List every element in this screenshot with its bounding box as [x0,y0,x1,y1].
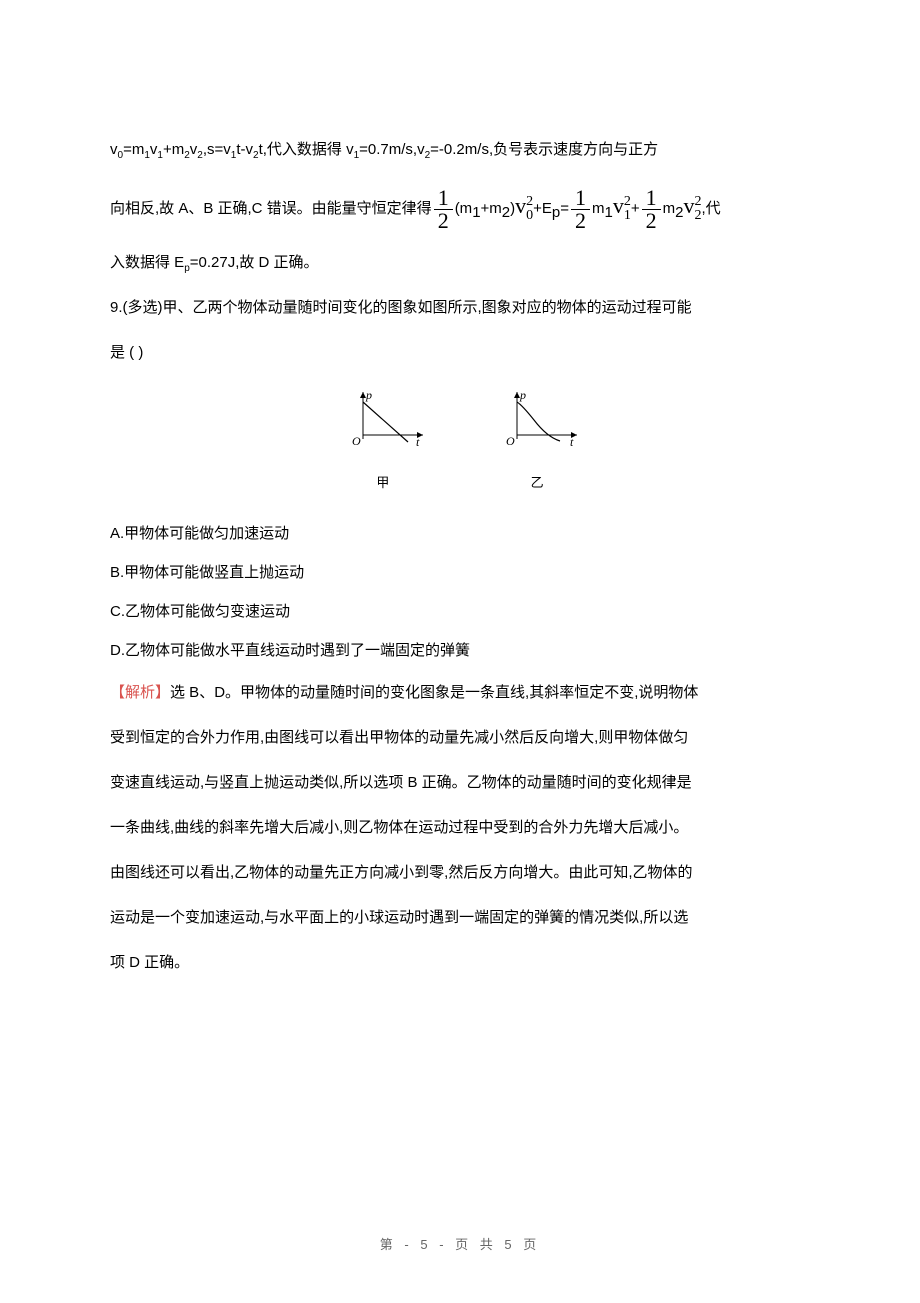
analysis-line: 变速直线运动,与竖直上抛运动类似,所以选项 B 正确。乙物体的动量随时间的变化规… [110,763,810,802]
numerator: 1 [571,187,590,210]
axis-label-p: p [365,388,372,402]
text: =m [123,141,144,158]
denominator: 2 [571,210,590,232]
subscript: 1 [624,209,631,223]
paragraph-formula: 向相反,故 A、B 正确,C 错误。由能量守恒定律得12(m1+m2)v20+E… [110,175,810,237]
numerator: 1 [642,187,661,210]
option-b: B.甲物体可能做竖直上抛运动 [110,556,810,589]
graph-yi: p t O 乙 [492,387,582,500]
axis-origin: O [506,434,515,447]
option-a: A.甲物体可能做匀加速运动 [110,517,810,550]
question-9-stem-2: 是 ( ) [110,333,810,372]
fraction: 12 [434,187,453,232]
text: 入数据得 E [110,254,184,271]
text: ,s=v [203,141,231,158]
momentum-graph-jia-svg: p t O [338,387,428,447]
paragraph-continuation-1: v0=m1v1+m2v2,s=v1t-v2t,代入数据得 v1=0.7m/s,v… [110,130,810,169]
numerator: 1 [434,187,453,210]
text: v [110,141,118,158]
axis-label-p: p [519,388,526,402]
text: m [663,200,676,217]
text: t-v [236,141,253,158]
text: ,代 [701,200,720,217]
variable: v [613,193,624,218]
text: +m [163,141,184,158]
text: (m [455,200,473,217]
analysis-line: 受到恒定的合外力作用,由图线可以看出甲物体的动量先减小然后反向增大,则甲物体做匀 [110,718,810,757]
text: +E [533,200,552,217]
question-9-stem-1: 9.(多选)甲、乙两个物体动量随时间变化的图象如图所示,图象对应的物体的运动过程… [110,288,810,327]
analysis-text: 选 B、D。甲物体的动量随时间的变化图象是一条直线,其斜率恒定不变,说明物体 [170,684,698,701]
subscript: p [552,204,560,221]
text: =0.27J,故 D 正确。 [190,254,319,271]
text: m [592,200,605,217]
text: = [560,200,569,217]
text: +m [481,200,502,217]
graph-jia: p t O 甲 [338,387,428,500]
page-footer: 第 - 5 - 页 共 5 页 [0,1234,920,1253]
axis-origin: O [352,434,361,447]
superscript: 2 [624,195,631,209]
fraction: 12 [571,187,590,232]
analysis-paragraph: 【解析】选 B、D。甲物体的动量随时间的变化图象是一条直线,其斜率恒定不变,说明… [110,673,810,712]
text: =0.7m/s,v [359,141,424,158]
paragraph-continuation-2: 入数据得 Ep=0.27J,故 D 正确。 [110,243,810,282]
option-c: C.乙物体可能做匀变速运动 [110,595,810,628]
subscript: 1 [605,204,613,221]
graph-label-jia: 甲 [338,466,428,500]
denominator: 2 [434,210,453,232]
analysis-line: 由图线还可以看出,乙物体的动量先正方向减小到零,然后反方向增大。由此可知,乙物体… [110,853,810,892]
variable: v [683,193,694,218]
graphs-container: p t O 甲 p t O 乙 [110,387,810,502]
analysis-line: 运动是一个变加速运动,与水平面上的小球运动时遇到一端固定的弹簧的情况类似,所以选 [110,898,810,937]
document-content: v0=m1v1+m2v2,s=v1t-v2t,代入数据得 v1=0.7m/s,v… [110,130,810,982]
text: + [631,200,640,217]
fraction: 12 [642,187,661,232]
variable: v [515,193,526,218]
analysis-label: 【解析】 [110,684,170,701]
subscript: 1 [472,204,480,221]
subscript: 2 [502,204,510,221]
text: =-0.2m/s,负号表示速度方向与正方 [430,141,658,158]
analysis-line: 一条曲线,曲线的斜率先增大后减小,则乙物体在运动过程中受到的合外力先增大后减小。 [110,808,810,847]
denominator: 2 [642,210,661,232]
momentum-graph-yi-svg: p t O [492,387,582,447]
text: 向相反,故 A、B 正确,C 错误。由能量守恒定律得 [110,200,432,217]
option-d: D.乙物体可能做水平直线运动时遇到了一端固定的弹簧 [110,634,810,667]
analysis-line: 项 D 正确。 [110,943,810,982]
text: t,代入数据得 v [259,141,354,158]
graph-label-yi: 乙 [492,466,582,500]
